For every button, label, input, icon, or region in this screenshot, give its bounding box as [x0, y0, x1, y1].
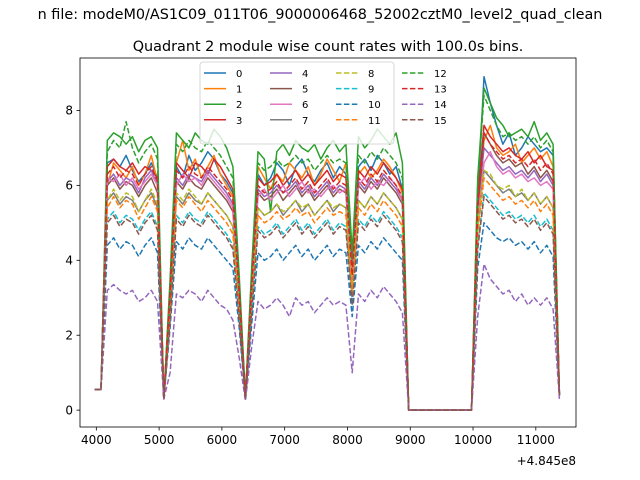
series-line-15 — [94, 195, 561, 411]
legend-label-6: 6 — [302, 100, 308, 111]
legend-label-12: 12 — [434, 69, 447, 80]
figure-suptitle: n file: modeM0/AS1C09_011T06_9000006468_… — [38, 7, 603, 23]
plot-area: 4000 5000 6000 7000 8000 9000 10000 11000 0 2 4 6 8… — [65, 57, 577, 468]
legend-label-13: 13 — [434, 85, 447, 96]
x-tick-label: 8000 — [332, 433, 363, 447]
x-tick-label: 6000 — [207, 433, 238, 447]
y-tick-label: 2 — [65, 329, 73, 343]
axes-frame — [79, 57, 577, 428]
legend-label-8: 8 — [368, 69, 374, 80]
x-tick-label: 5000 — [144, 433, 175, 447]
y-tick-label: 8 — [65, 104, 73, 118]
series-line-11 — [94, 177, 561, 411]
legend-label-1: 1 — [236, 85, 242, 96]
x-tick-label: 11000 — [517, 433, 555, 447]
legend-label-10: 10 — [368, 100, 381, 111]
x-axis: 4000 5000 6000 7000 8000 9000 10000 11000 — [81, 427, 555, 447]
y-tick-label: 0 — [65, 403, 73, 417]
legend-frame — [199, 61, 395, 145]
x-tick-label: 9000 — [395, 433, 426, 447]
legend-label-9: 9 — [368, 85, 374, 96]
series-layer — [94, 75, 561, 411]
legend-label-7: 7 — [302, 116, 308, 127]
x-tick-label: 7000 — [269, 433, 300, 447]
y-tick-label: 4 — [65, 254, 73, 268]
series-line-10 — [94, 222, 561, 411]
legend-label-11: 11 — [368, 116, 381, 127]
y-tick-label: 6 — [65, 179, 73, 193]
legend-label-5: 5 — [302, 85, 308, 96]
legend-label-2: 2 — [236, 100, 242, 111]
series-line-14 — [94, 263, 561, 411]
x-tick-label: 10000 — [454, 433, 492, 447]
chart-title: Quadrant 2 module wise count rates with … — [133, 39, 524, 55]
legend-label-4: 4 — [302, 69, 308, 80]
legend-label-14: 14 — [434, 100, 447, 111]
series-line-13 — [94, 132, 561, 411]
x-tick-label: 4000 — [81, 433, 112, 447]
y-axis: 0 2 4 6 8 — [65, 104, 80, 417]
legend-label-0: 0 — [236, 69, 242, 80]
x-offset-label: +4.845e8 — [517, 454, 576, 468]
legend-label-15: 15 — [434, 116, 447, 127]
legend-label-3: 3 — [236, 116, 242, 127]
